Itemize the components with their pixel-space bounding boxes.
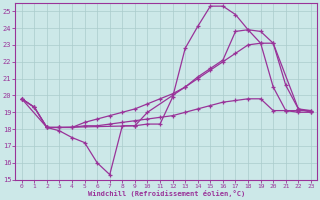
X-axis label: Windchill (Refroidissement éolien,°C): Windchill (Refroidissement éolien,°C) xyxy=(88,190,245,197)
